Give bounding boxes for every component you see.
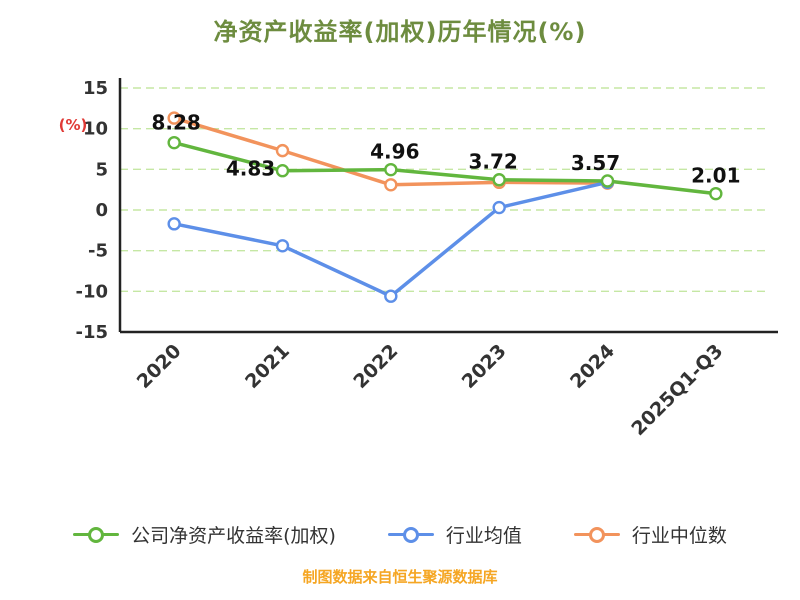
svg-text:-10: -10 xyxy=(75,281,108,302)
svg-text:5: 5 xyxy=(95,159,108,180)
svg-text:-5: -5 xyxy=(88,241,108,262)
svg-text:-15: -15 xyxy=(75,322,108,343)
svg-text:2022: 2022 xyxy=(349,340,402,393)
svg-text:3.72: 3.72 xyxy=(468,150,517,174)
svg-text:8.28: 8.28 xyxy=(151,111,200,135)
legend-marker-industry-average xyxy=(387,526,434,544)
svg-text:2021: 2021 xyxy=(241,340,294,393)
legend-circle-icon xyxy=(588,526,605,543)
svg-text:4.96: 4.96 xyxy=(370,140,419,164)
svg-text:10: 10 xyxy=(83,119,108,140)
chart-title: 净资产收益率(加权)历年情况(%) xyxy=(213,18,587,46)
chart-legend: 公司净资产收益率(加权) 行业均值 行业中位数 xyxy=(0,521,800,548)
svg-text:2020: 2020 xyxy=(133,340,186,393)
legend-item-industry-median: 行业中位数 xyxy=(573,521,727,548)
legend-marker-industry-median xyxy=(573,526,620,544)
legend-circle-icon xyxy=(402,526,419,543)
legend-label-industry-average: 行业均值 xyxy=(445,525,522,547)
svg-text:2024: 2024 xyxy=(566,340,619,393)
legend-label-company-roe: 公司净资产收益率(加权) xyxy=(131,525,336,547)
data-source-note: 制图数据来自恒生聚源数据库 xyxy=(302,568,498,586)
legend-item-industry-average: 行业均值 xyxy=(387,521,522,548)
svg-text:2023: 2023 xyxy=(458,340,511,393)
svg-text:15: 15 xyxy=(83,78,108,99)
legend-item-company-roe: 公司净资产收益率(加权) xyxy=(73,521,336,548)
svg-text:(%): (%) xyxy=(59,116,88,134)
svg-text:2025Q1-Q3: 2025Q1-Q3 xyxy=(627,340,727,440)
svg-text:4.83: 4.83 xyxy=(226,157,275,181)
chart-svg: 15 10 5 0 -5 -10 -15 2020 2021 2022 2023 2024 2025Q1… xyxy=(59,78,778,440)
legend-marker-company-roe xyxy=(73,526,120,544)
svg-text:0: 0 xyxy=(95,200,108,221)
legend-label-industry-median: 行业中位数 xyxy=(631,525,727,547)
legend-circle-icon xyxy=(88,526,105,543)
svg-text:2.01: 2.01 xyxy=(691,164,740,188)
svg-text:3.57: 3.57 xyxy=(571,151,620,175)
